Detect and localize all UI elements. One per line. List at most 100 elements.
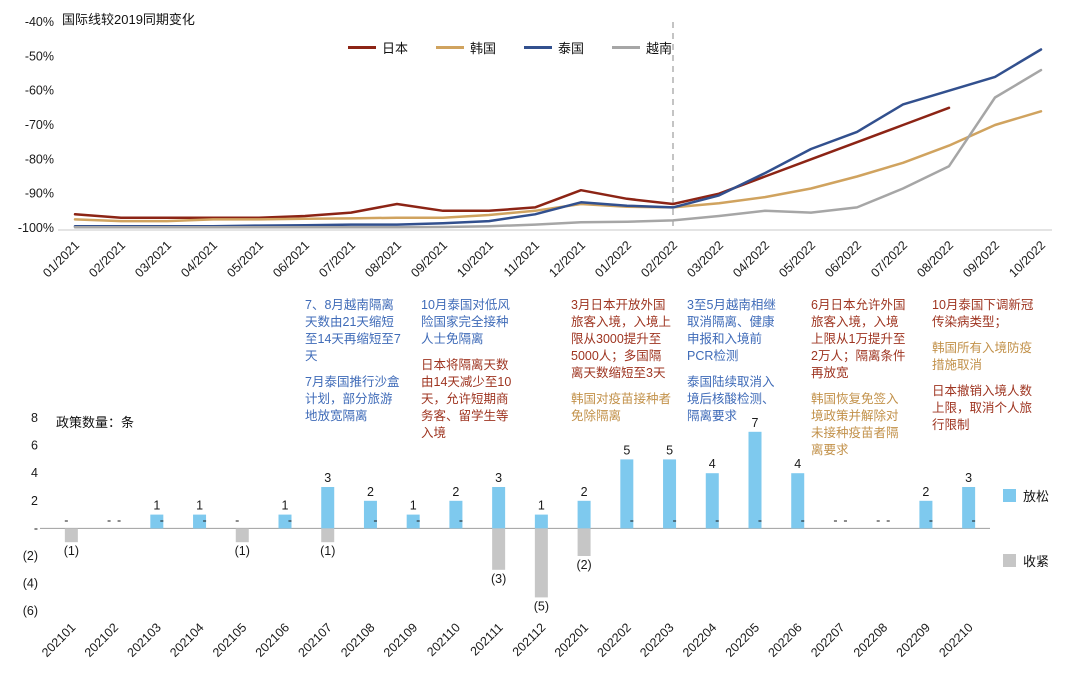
tighten-bar [492, 528, 506, 570]
bar-value-label: 3 [965, 471, 972, 485]
x-axis-tick: 02/2022 [638, 238, 680, 280]
annotation-text: 7月泰国推行沙盒计划，部分旅游地放宽隔离 [305, 375, 400, 423]
zero-value-dash: - [288, 513, 292, 527]
bar-value-label: 3 [495, 471, 502, 485]
legend-item-relax: 放松 [1003, 486, 1049, 505]
y-axis-tick: 8 [31, 411, 38, 425]
x-axis-tick: 202210 [936, 620, 975, 659]
bar-value-label: (1) [235, 544, 250, 558]
x-axis-tick: 202101 [39, 620, 78, 659]
zero-value-dash: - [630, 513, 634, 527]
x-axis-tick: 202208 [851, 620, 890, 659]
tighten-swatch [1003, 554, 1016, 567]
zero-value-dash: - [972, 513, 976, 527]
y-axis-tick: -50% [25, 49, 54, 63]
bar-value-label: (1) [64, 544, 79, 558]
zero-value-dash: - [833, 513, 837, 527]
annotation-text: 韩国恢复免签入境政策并解除对未接种疫苗者隔离要求 [811, 392, 899, 457]
relax-bar [791, 473, 805, 529]
zero-value-dash: - [843, 513, 847, 527]
annotation-text: 10月泰国对低风险国家完全接种人士免隔离 [421, 298, 510, 346]
x-axis-tick: 01/2021 [40, 238, 82, 280]
relax-bar [321, 487, 335, 529]
annotation-column: 7、8月越南隔离天数由21天缩短至14天再缩短至7天 7月泰国推行沙盒计划，部分… [305, 297, 403, 434]
tighten-bar [64, 528, 78, 543]
relax-bar [278, 514, 292, 529]
annotation-column: 6月日本允许外国旅客入境，入境上限从1万提升至2万人；隔离条件再放宽 韩国恢复免… [811, 297, 909, 468]
legend-label-korea: 韩国 [470, 41, 497, 56]
x-axis-tick: 10/2022 [1006, 238, 1048, 280]
relax-bar [534, 514, 548, 529]
x-axis-tick: 202205 [723, 620, 762, 659]
x-axis-tick: 07/2021 [316, 238, 358, 280]
legend-label-relax: 放松 [1023, 489, 1050, 504]
zero-value-dash: - [64, 513, 68, 527]
x-axis-tick: 202103 [125, 620, 164, 659]
line-chart-legend: 日本 韩国 泰国 越南 [348, 38, 672, 57]
bar-value-label: (3) [491, 572, 506, 586]
x-axis-tick: 09/2021 [408, 238, 450, 280]
y-axis-tick: -40% [25, 15, 54, 29]
zero-value-dash: - [117, 513, 121, 527]
legend-item-korea: 韩国 [436, 38, 496, 57]
bar-value-label: (1) [320, 544, 335, 558]
line-chart-svg: -40%-50%-60%-70%-80%-90%-100%01/2021 02/2… [18, 15, 1052, 280]
y-axis-tick: - [34, 521, 38, 535]
relax-bar [705, 473, 719, 529]
legend-item-tighten: 收紧 [1003, 551, 1049, 570]
line-series-泰国 [73, 48, 1043, 228]
thailand-line-swatch [524, 46, 553, 49]
line-chart-title: 国际线较2019同期变化 [62, 12, 195, 27]
y-axis-tick: (4) [23, 577, 38, 591]
bar-value-label: 5 [623, 443, 630, 457]
x-axis-tick: 08/2022 [914, 238, 956, 280]
x-axis-tick: 202107 [295, 620, 334, 659]
x-axis-tick: 202105 [210, 620, 249, 659]
x-axis-tick: 06/2022 [822, 238, 864, 280]
y-axis-tick: -100% [18, 221, 54, 235]
line-series-越南 [73, 68, 1043, 229]
x-axis-tick: 08/2021 [362, 238, 404, 280]
zero-value-dash: - [202, 513, 206, 527]
tighten-bar [235, 528, 249, 543]
relax-bar [150, 514, 164, 529]
legend-label-tighten: 收紧 [1023, 554, 1050, 569]
zero-value-dash: - [373, 513, 377, 527]
x-axis-tick: 06/2021 [270, 238, 312, 280]
bar-value-label: (5) [534, 599, 549, 613]
legend-item-thailand: 泰国 [524, 38, 584, 57]
x-axis-tick: 10/2021 [454, 238, 496, 280]
bar-value-label: 4 [709, 457, 716, 471]
x-axis-tick: 05/2021 [224, 238, 266, 280]
x-axis-tick: 202110 [424, 620, 463, 659]
x-axis-tick: 03/2022 [684, 238, 726, 280]
bar-value-label: 1 [153, 499, 160, 513]
bar-value-label: (2) [576, 558, 591, 572]
zero-value-dash: - [876, 513, 880, 527]
legend-label-japan: 日本 [382, 41, 409, 56]
annotation-text: 7、8月越南隔离天数由21天缩短至14天再缩短至7天 [305, 298, 401, 363]
korea-line-swatch [436, 46, 465, 49]
bar-value-label: 5 [666, 443, 673, 457]
x-axis-tick: 12/2021 [546, 238, 588, 280]
relax-bar [663, 459, 677, 529]
bar-value-label: 2 [581, 485, 588, 499]
x-axis-tick: 202209 [894, 620, 933, 659]
x-axis-tick: 202206 [765, 620, 804, 659]
x-axis-tick: 05/2022 [776, 238, 818, 280]
x-axis-tick: 202106 [253, 620, 292, 659]
zero-value-dash: - [672, 513, 676, 527]
annotation-column: 3至5月越南相继取消隔离、健康申报和入境前PCR检测 泰国陆续取消入境后核酸检测… [687, 297, 785, 434]
bar-value-label: 1 [282, 499, 289, 513]
relax-bar [919, 500, 933, 529]
x-axis-tick: 11/2021 [501, 238, 542, 279]
annotation-column: 10月泰国对低风险国家完全接种人士免隔离 日本将隔离天数由14天减少至10天，允… [421, 297, 519, 451]
annotation-text: 10月泰国下调新冠传染病类型； [932, 298, 1034, 329]
relax-bar [962, 487, 976, 529]
x-axis-tick: 202201 [552, 620, 591, 659]
x-axis-tick: 04/2022 [730, 238, 772, 280]
y-axis-tick: -70% [25, 118, 54, 132]
bar-value-label: 4 [794, 457, 801, 471]
x-axis-tick: 202203 [637, 620, 676, 659]
